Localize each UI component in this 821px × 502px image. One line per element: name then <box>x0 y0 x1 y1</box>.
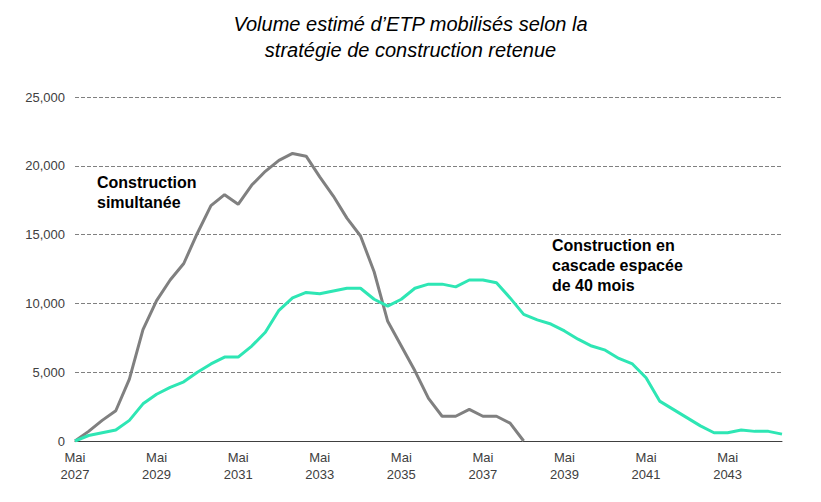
svg-text:2029: 2029 <box>142 467 171 482</box>
svg-text:Construction: Construction <box>97 174 197 191</box>
svg-text:Mai: Mai <box>717 450 738 465</box>
svg-text:Mai: Mai <box>636 450 657 465</box>
svg-text:2037: 2037 <box>468 467 497 482</box>
svg-text:5,000: 5,000 <box>32 365 65 380</box>
svg-text:10,000: 10,000 <box>25 296 65 311</box>
svg-text:de 40 mois: de 40 mois <box>552 277 635 294</box>
svg-text:15,000: 15,000 <box>25 227 65 242</box>
svg-text:2035: 2035 <box>387 467 416 482</box>
svg-text:20,000: 20,000 <box>25 158 65 173</box>
svg-text:2031: 2031 <box>224 467 253 482</box>
svg-text:Mai: Mai <box>65 450 86 465</box>
svg-text:Mai: Mai <box>391 450 412 465</box>
svg-text:25,000: 25,000 <box>25 90 65 105</box>
svg-text:Volume estimé d’ETP mobilisés: Volume estimé d’ETP mobilisés selon la <box>233 13 587 35</box>
svg-text:2043: 2043 <box>713 467 742 482</box>
svg-text:2041: 2041 <box>632 467 661 482</box>
svg-text:Mai: Mai <box>146 450 167 465</box>
svg-text:2027: 2027 <box>61 467 90 482</box>
svg-text:2039: 2039 <box>550 467 579 482</box>
svg-text:cascade espacée: cascade espacée <box>552 257 683 274</box>
svg-text:Construction en: Construction en <box>552 237 675 254</box>
svg-text:2033: 2033 <box>305 467 334 482</box>
svg-text:Mai: Mai <box>309 450 330 465</box>
svg-text:simultanée: simultanée <box>97 194 181 211</box>
svg-text:stratégie de construction rete: stratégie de construction retenue <box>265 39 556 61</box>
svg-text:0: 0 <box>58 434 65 449</box>
svg-text:Mai: Mai <box>472 450 493 465</box>
svg-text:Mai: Mai <box>228 450 249 465</box>
svg-text:Mai: Mai <box>554 450 575 465</box>
